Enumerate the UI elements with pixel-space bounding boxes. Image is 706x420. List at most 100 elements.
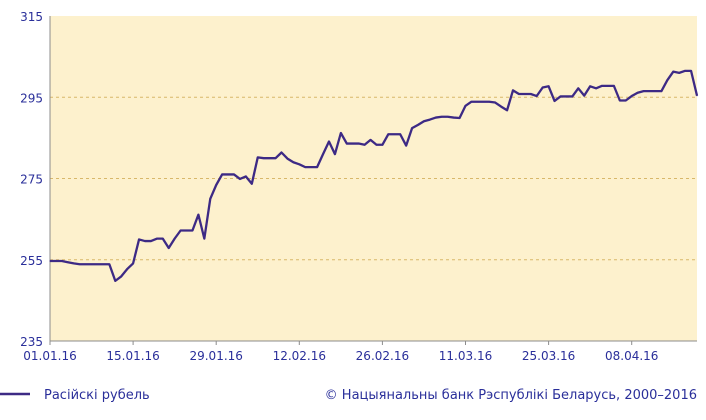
data-point	[132, 262, 134, 265]
data-point	[387, 133, 389, 135]
x-tick-label-3: 12.02.16	[273, 349, 326, 363]
data-point	[447, 116, 449, 118]
legend: Расійскі рубель	[0, 388, 150, 403]
data-point	[417, 124, 419, 126]
series-line-rub	[50, 69, 699, 283]
data-point	[108, 263, 110, 265]
data-point	[191, 229, 194, 232]
data-point	[393, 133, 395, 135]
data-point	[79, 263, 81, 265]
data-point	[334, 153, 336, 155]
data-point	[369, 139, 372, 141]
data-point	[49, 260, 51, 262]
data-point	[553, 100, 556, 102]
data-point	[506, 109, 508, 111]
data-point	[215, 184, 217, 186]
data-point	[328, 140, 330, 143]
data-point	[197, 214, 199, 216]
data-point	[565, 95, 568, 98]
data-point	[150, 240, 152, 242]
data-point	[654, 90, 657, 92]
data-point	[55, 260, 57, 262]
data-point	[631, 95, 633, 97]
data-point	[375, 144, 378, 146]
plot-area	[50, 16, 697, 341]
data-point	[530, 93, 532, 95]
legend-label: Расійскі рубель	[44, 388, 150, 403]
data-point	[138, 238, 140, 241]
data-point	[542, 86, 544, 89]
data-point	[203, 238, 205, 240]
data-point	[96, 263, 99, 265]
data-point	[482, 101, 484, 103]
data-point	[298, 163, 300, 165]
data-point	[280, 151, 283, 154]
data-point	[364, 144, 366, 146]
data-point	[613, 85, 615, 87]
data-point	[61, 260, 63, 262]
data-point	[316, 166, 318, 168]
data-point	[518, 93, 520, 95]
data-point	[102, 263, 105, 265]
data-point	[559, 95, 562, 98]
data-point	[263, 157, 265, 159]
data-point	[269, 157, 271, 159]
data-point	[352, 142, 354, 145]
data-point	[120, 275, 122, 278]
plot-background	[50, 16, 697, 341]
data-point	[684, 70, 686, 72]
data-point	[696, 95, 698, 97]
x-tick-label-6: 25.03.16	[522, 349, 575, 363]
y-tick-label-275: 275	[20, 173, 43, 187]
data-point	[601, 85, 603, 87]
data-point	[73, 262, 75, 265]
data-point	[245, 175, 247, 178]
data-point	[595, 87, 597, 89]
data-point	[678, 72, 680, 74]
data-point	[144, 240, 146, 242]
data-point	[666, 79, 668, 81]
data-point	[233, 173, 235, 176]
y-tick-label-295: 295	[20, 91, 43, 105]
data-point	[642, 90, 645, 92]
data-point	[524, 93, 526, 95]
data-point	[292, 161, 294, 163]
data-point	[90, 263, 93, 265]
data-point	[209, 198, 211, 200]
data-point	[126, 268, 128, 270]
data-point	[660, 90, 662, 92]
data-point	[67, 261, 69, 263]
data-point	[227, 173, 229, 176]
x-tick-labels: 01.01.16 15.01.16 29.01.16 12.02.16 26.02.16…	[23, 341, 658, 363]
data-point	[286, 157, 289, 160]
copyright-text: © Нацыянальны банк Рэспублікі Беларусь, …	[325, 388, 697, 403]
data-point	[619, 99, 621, 102]
x-tick-label-7: 08.04.16	[605, 349, 658, 363]
data-point	[571, 95, 573, 98]
data-point	[536, 95, 538, 97]
data-point	[274, 157, 277, 159]
data-point	[429, 118, 431, 121]
data-point	[423, 120, 425, 122]
axes	[49, 16, 697, 342]
data-point	[399, 133, 401, 135]
data-point	[156, 238, 158, 240]
data-point	[411, 127, 413, 129]
data-point	[174, 238, 176, 240]
data-point	[672, 71, 674, 73]
data-point	[577, 87, 579, 89]
data-point	[589, 85, 591, 87]
data-point	[257, 156, 259, 158]
data-point	[441, 116, 443, 118]
y-tick-label-255: 255	[20, 254, 43, 268]
y-tick-labels: 235 255 275 295 315	[20, 10, 43, 349]
data-point	[690, 70, 692, 72]
data-point	[453, 116, 455, 119]
data-point	[488, 101, 490, 103]
data-point	[476, 101, 478, 103]
x-tick-label-5: 11.03.16	[439, 349, 492, 363]
data-point	[162, 238, 164, 240]
data-point	[470, 101, 473, 103]
